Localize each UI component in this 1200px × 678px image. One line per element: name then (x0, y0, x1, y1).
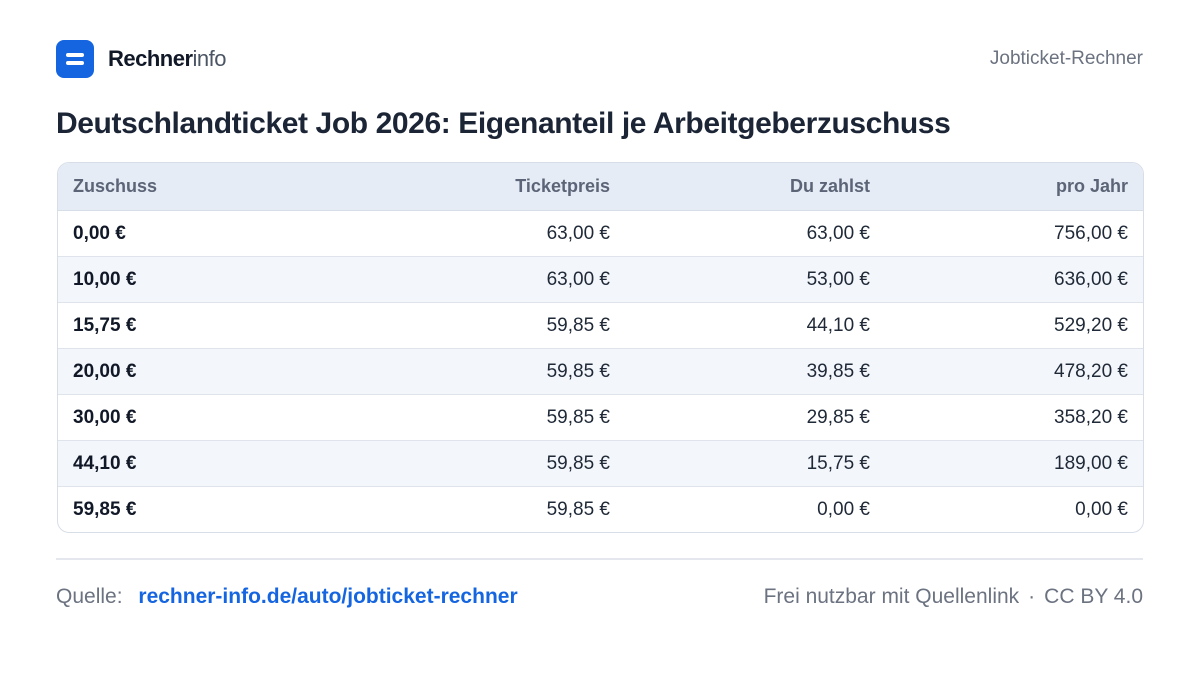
cell-zuschuss: 59,85 € (73, 498, 137, 520)
subsidy-table: Zuschuss Ticketpreis Du zahlst pro Jahr … (57, 162, 1144, 533)
subsidy-table-grid: Zuschuss Ticketpreis Du zahlst pro Jahr … (58, 163, 1143, 532)
cell-ticketpreis: 63,00 € (389, 256, 625, 303)
cell-ticketpreis: 59,85 € (389, 348, 625, 395)
cell-zuschuss: 15,75 € (58, 302, 389, 349)
license-separator: · (1028, 585, 1036, 608)
column-header-zuschuss: Zuschuss (58, 163, 389, 211)
cell-zuschuss: 0,00 € (58, 210, 389, 257)
license-name: CC BY 4.0 (1044, 585, 1143, 608)
cell-zuschuss: 20,00 € (58, 348, 389, 395)
calculator-name: Jobticket-Rechner (989, 48, 1143, 69)
source-attribution: Quelle: rechner-info.de/auto/jobticket-r… (56, 585, 518, 609)
cell-ticketpreis: 59,85 € (546, 498, 610, 520)
cell-du-zahlst: 29,85 € (625, 394, 885, 441)
cell-du-zahlst: 15,75 € (625, 440, 885, 487)
cell-pro-jahr: 636,00 € (885, 256, 1143, 303)
cell-zuschuss: 30,00 € (58, 394, 389, 441)
license-info: Frei nutzbar mit Quellenlink · CC BY 4.0 (764, 585, 1143, 609)
table-row: 15,75 € 59,85 € 44,10 € 529,20 € (58, 302, 1143, 349)
cell-ticketpreis: 59,85 € (389, 302, 625, 349)
calculator-equals-icon (56, 40, 94, 78)
header: Rechnerinfo Jobticket-Rechner (56, 40, 1143, 78)
table-row: 30,00 € 59,85 € 29,85 € 358,20 € (58, 394, 1143, 441)
brand-logo[interactable]: Rechnerinfo (56, 40, 227, 78)
footer: Quelle: rechner-info.de/auto/jobticket-r… (56, 582, 1143, 612)
page-title: Deutschlandticket Job 2026: Eigenanteil … (56, 107, 951, 140)
footer-divider (56, 558, 1143, 560)
cell-pro-jahr: 756,00 € (885, 210, 1143, 257)
table-row: 44,10 € 59,85 € 15,75 € 189,00 € (58, 440, 1143, 487)
cell-ticketpreis: 63,00 € (389, 210, 625, 257)
cell-zuschuss: 44,10 € (58, 440, 389, 487)
cell-du-zahlst: 39,85 € (625, 348, 885, 395)
table-row: 10,00 € 63,00 € 53,00 € 636,00 € (58, 256, 1143, 303)
cell-pro-jahr: 529,20 € (885, 302, 1143, 349)
brand-wordmark: Rechnerinfo (108, 46, 227, 71)
cell-pro-jahr: 0,00 € (1075, 498, 1128, 520)
license-text: Frei nutzbar mit Quellenlink (763, 585, 1020, 608)
cell-du-zahlst: 53,00 € (625, 256, 885, 303)
cell-du-zahlst: 63,00 € (625, 210, 885, 257)
brand-name-light: info (192, 46, 227, 71)
cell-zuschuss: 10,00 € (58, 256, 389, 303)
cell-ticketpreis: 59,85 € (389, 440, 625, 487)
cell-ticketpreis: 59,85 € (389, 394, 625, 441)
table-header-row: Zuschuss Ticketpreis Du zahlst pro Jahr (58, 163, 1143, 211)
cell-pro-jahr: 478,20 € (885, 348, 1143, 395)
logo-bar-top (66, 53, 84, 57)
cell-du-zahlst: 0,00 € (817, 498, 870, 520)
column-header-ticketpreis: Ticketpreis (389, 163, 625, 211)
table-row: 20,00 € 59,85 € 39,85 € 478,20 € (58, 348, 1143, 395)
cell-pro-jahr: 189,00 € (885, 440, 1143, 487)
table-row: 0,00 € 63,00 € 63,00 € 756,00 € (58, 210, 1143, 257)
table-row: 59,85 € 59,85 € 0,00 € 0,00 € (58, 487, 1143, 533)
column-header-du-zahlst: Du zahlst (625, 163, 885, 211)
column-header-pro-jahr: pro Jahr (885, 163, 1143, 211)
brand-name-strong: Rechner (108, 46, 193, 71)
logo-bar-bottom (66, 61, 84, 65)
source-label: Quelle: (56, 585, 123, 608)
cell-du-zahlst: 44,10 € (625, 302, 885, 349)
source-link[interactable]: rechner-info.de/auto/jobticket-rechner (138, 585, 518, 608)
cell-pro-jahr: 358,20 € (885, 394, 1143, 441)
